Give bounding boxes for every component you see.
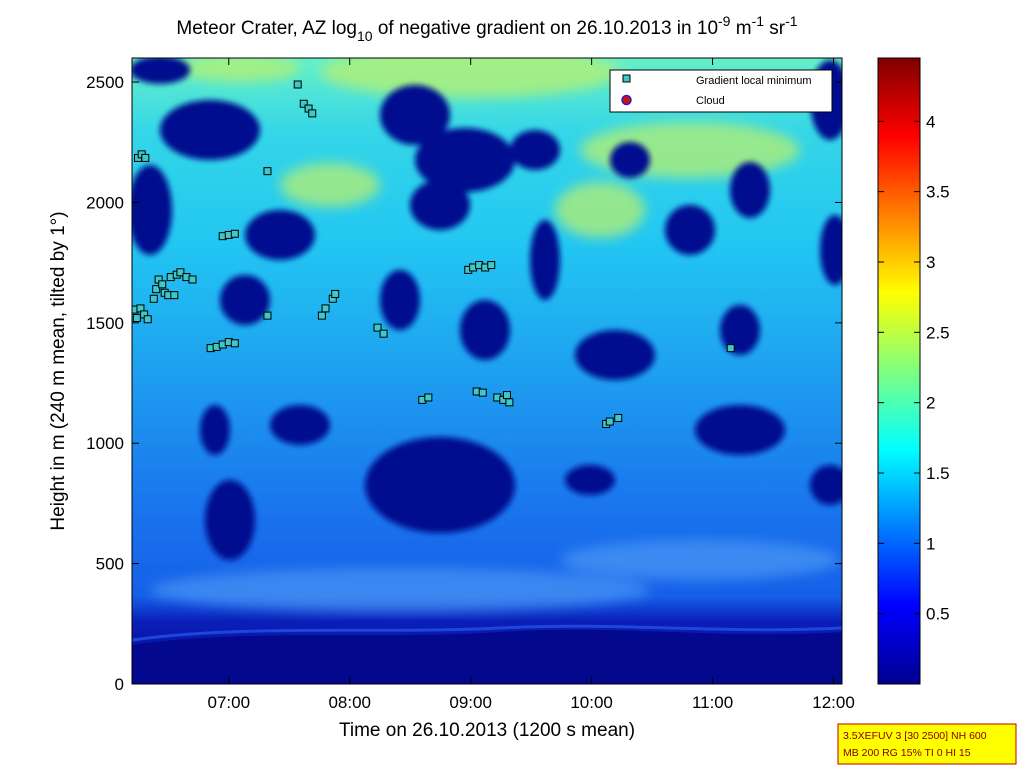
gradient-local-minimum-marker: [158, 280, 167, 289]
gradient-local-minimum-marker: [299, 99, 308, 108]
y-axis-label: Height in m (240 m mean, tilted by 1°): [48, 211, 69, 530]
colorbar-tick-label: 3.5: [926, 183, 950, 202]
heatmap-image: [132, 58, 842, 684]
y-tick-label: 1500: [86, 314, 124, 333]
gradient-local-minimum-marker: [308, 109, 317, 118]
gradient-local-minimum-marker: [263, 311, 272, 320]
plot-area-frame: [131, 57, 843, 685]
legend-label-cloud: Cloud: [696, 95, 725, 107]
gradient-local-minimum-marker: [614, 413, 623, 422]
x-tick-label: 12:00: [812, 693, 855, 712]
gradient-local-minimum-marker: [152, 285, 161, 294]
legend: Gradient local minimum Cloud: [609, 69, 833, 113]
gradient-local-minimum-marker: [293, 80, 302, 89]
gradient-local-minimum-marker: [424, 393, 433, 402]
x-axis-label: Time on 26.10.2013 (1200 s mean): [339, 720, 635, 741]
gradient-local-minimum-marker: [188, 275, 197, 284]
legend-marker-gradient-local-minimum: [622, 74, 631, 83]
gradient-local-minimum-marker: [230, 339, 239, 348]
colorbar-tick-label: 1.5: [926, 464, 950, 483]
y-tick-label: 1000: [86, 434, 124, 453]
info-box-line-1: 3.5XEFUV 3 [30 2500] NH 600: [843, 730, 987, 742]
gradient-local-minimum-marker: [132, 314, 141, 323]
gradient-local-minimum-marker: [331, 289, 340, 298]
colorbar-tick-label: 3: [926, 253, 935, 272]
legend-box: [609, 69, 833, 113]
x-axis: 07:00 08:00 09:00 10:00 11:00 12:00: [207, 58, 855, 712]
gradient-local-minimum-marker: [605, 417, 614, 426]
gradient-local-minimum-marker: [143, 315, 152, 324]
y-tick-label: 0: [115, 675, 124, 694]
gradient-local-minimum-marker: [317, 311, 326, 320]
colorbar: [877, 57, 921, 685]
y-tick-label: 2500: [86, 73, 124, 92]
gradient-local-minimum-marker: [726, 344, 735, 353]
colorbar-tick-label: 1: [926, 534, 935, 553]
gradient-local-minimum-marker: [230, 229, 239, 238]
gradient-local-minimum-marker: [170, 291, 179, 300]
info-box-frame: [837, 723, 1017, 765]
x-tick-label: 07:00: [207, 693, 250, 712]
legend-label-gradient-local-minimum: Gradient local minimum: [696, 75, 812, 87]
x-tick-label: 11:00: [692, 693, 733, 712]
gradient-local-minimum-marker: [149, 294, 158, 303]
chart-title: Meteor Crater, AZ log10 of negative grad…: [176, 13, 797, 44]
colorbar-tick-label: 4: [926, 112, 935, 131]
marker-layer: [132, 80, 735, 428]
colorbar-tick-label: 2.5: [926, 323, 950, 342]
gradient-local-minimum-marker: [373, 323, 382, 332]
colorbar-tick-label: 2: [926, 394, 935, 413]
gradient-local-minimum-marker: [176, 268, 185, 277]
gradient-local-minimum-marker: [478, 388, 487, 397]
info-box: 3.5XEFUV 3 [30 2500] NH 600 MB 200 RG 15…: [837, 723, 1017, 765]
colorbar-ticks: 0.5 1 1.5 2 2.5 3 3.5 4: [878, 112, 950, 624]
gradient-local-minimum-marker: [505, 398, 514, 407]
gradient-local-minimum-marker: [263, 167, 272, 176]
y-tick-label: 2000: [86, 193, 124, 212]
gradient-local-minimum-marker: [487, 261, 496, 270]
y-tick-label: 500: [96, 555, 124, 574]
gradient-local-minimum-marker: [502, 391, 511, 400]
x-tick-label: 08:00: [328, 693, 371, 712]
gradient-local-minimum-marker: [321, 304, 330, 313]
y-axis: 0 500 1000 1500 2000 2500: [86, 73, 842, 694]
info-box-line-2: MB 200 RG 15% TI 0 HI 15: [843, 747, 971, 759]
gradient-local-minimum-marker: [141, 153, 150, 162]
x-tick-label: 09:00: [449, 693, 492, 712]
legend-marker-cloud: [621, 94, 632, 106]
gradient-local-minimum-marker: [379, 329, 388, 338]
x-tick-label: 10:00: [570, 693, 613, 712]
colorbar-tick-label: 0.5: [926, 605, 950, 624]
